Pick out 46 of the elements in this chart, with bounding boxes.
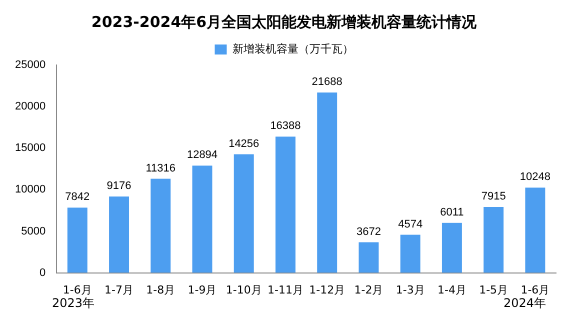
x-tick-label: 1-6月 (520, 283, 550, 296)
data-label: 16388 (270, 120, 301, 132)
bar (400, 234, 420, 273)
data-label: 3672 (356, 226, 381, 238)
y-tick-label: 5000 (21, 225, 46, 238)
data-label: 12894 (186, 149, 218, 162)
data-label: 4574 (398, 218, 423, 230)
x-tick-label: 1-10月 (226, 283, 262, 296)
bar (525, 188, 546, 273)
bar (67, 208, 88, 273)
x-tick-label: 1-9月 (188, 283, 217, 296)
x-tick-label: 1-12月 (309, 283, 346, 296)
data-label: 7915 (481, 190, 506, 203)
data-label: 11316 (146, 162, 176, 174)
bar (317, 92, 338, 273)
x-tick-label: 1-8月 (146, 283, 176, 296)
bar (234, 154, 254, 273)
x-tick-label: 1-5月 (479, 283, 508, 296)
x-tick-label: 1-3月 (396, 283, 425, 296)
bar (442, 222, 462, 273)
y-tick-label: 15000 (14, 142, 46, 154)
x-tick-label: 1-4月 (437, 283, 466, 296)
bar (109, 196, 130, 273)
data-label: 6011 (440, 206, 464, 218)
bar (192, 166, 212, 273)
text: 2023年 (52, 295, 95, 312)
data-label: 9176 (106, 180, 132, 192)
bar (358, 242, 379, 273)
y-tick-label: 0 (39, 266, 46, 279)
data-label: 7842 (65, 191, 90, 204)
x-tick-label: 1-7月 (104, 283, 134, 296)
chart-title: 2023-2024年6月全国太阳能发电新增装机容量统计情况 (91, 12, 478, 31)
data-label: 21688 (312, 76, 342, 88)
bar (275, 136, 296, 273)
legend-label: 新增装机容量（万千瓦） (232, 42, 354, 56)
y-tick-label: 20000 (14, 100, 46, 113)
y-tick-label: 25000 (14, 59, 46, 72)
bar (150, 178, 171, 273)
text: 2024年 (503, 295, 546, 312)
x-tick-label: 1-2月 (354, 283, 384, 296)
x-tick-label: 1-6月 (62, 283, 92, 296)
bar (484, 207, 504, 273)
data-label: 14256 (228, 138, 260, 150)
x-tick-label: 1-11月 (268, 283, 304, 296)
data-label: 10248 (520, 171, 550, 184)
y-tick-label: 10000 (14, 184, 46, 196)
